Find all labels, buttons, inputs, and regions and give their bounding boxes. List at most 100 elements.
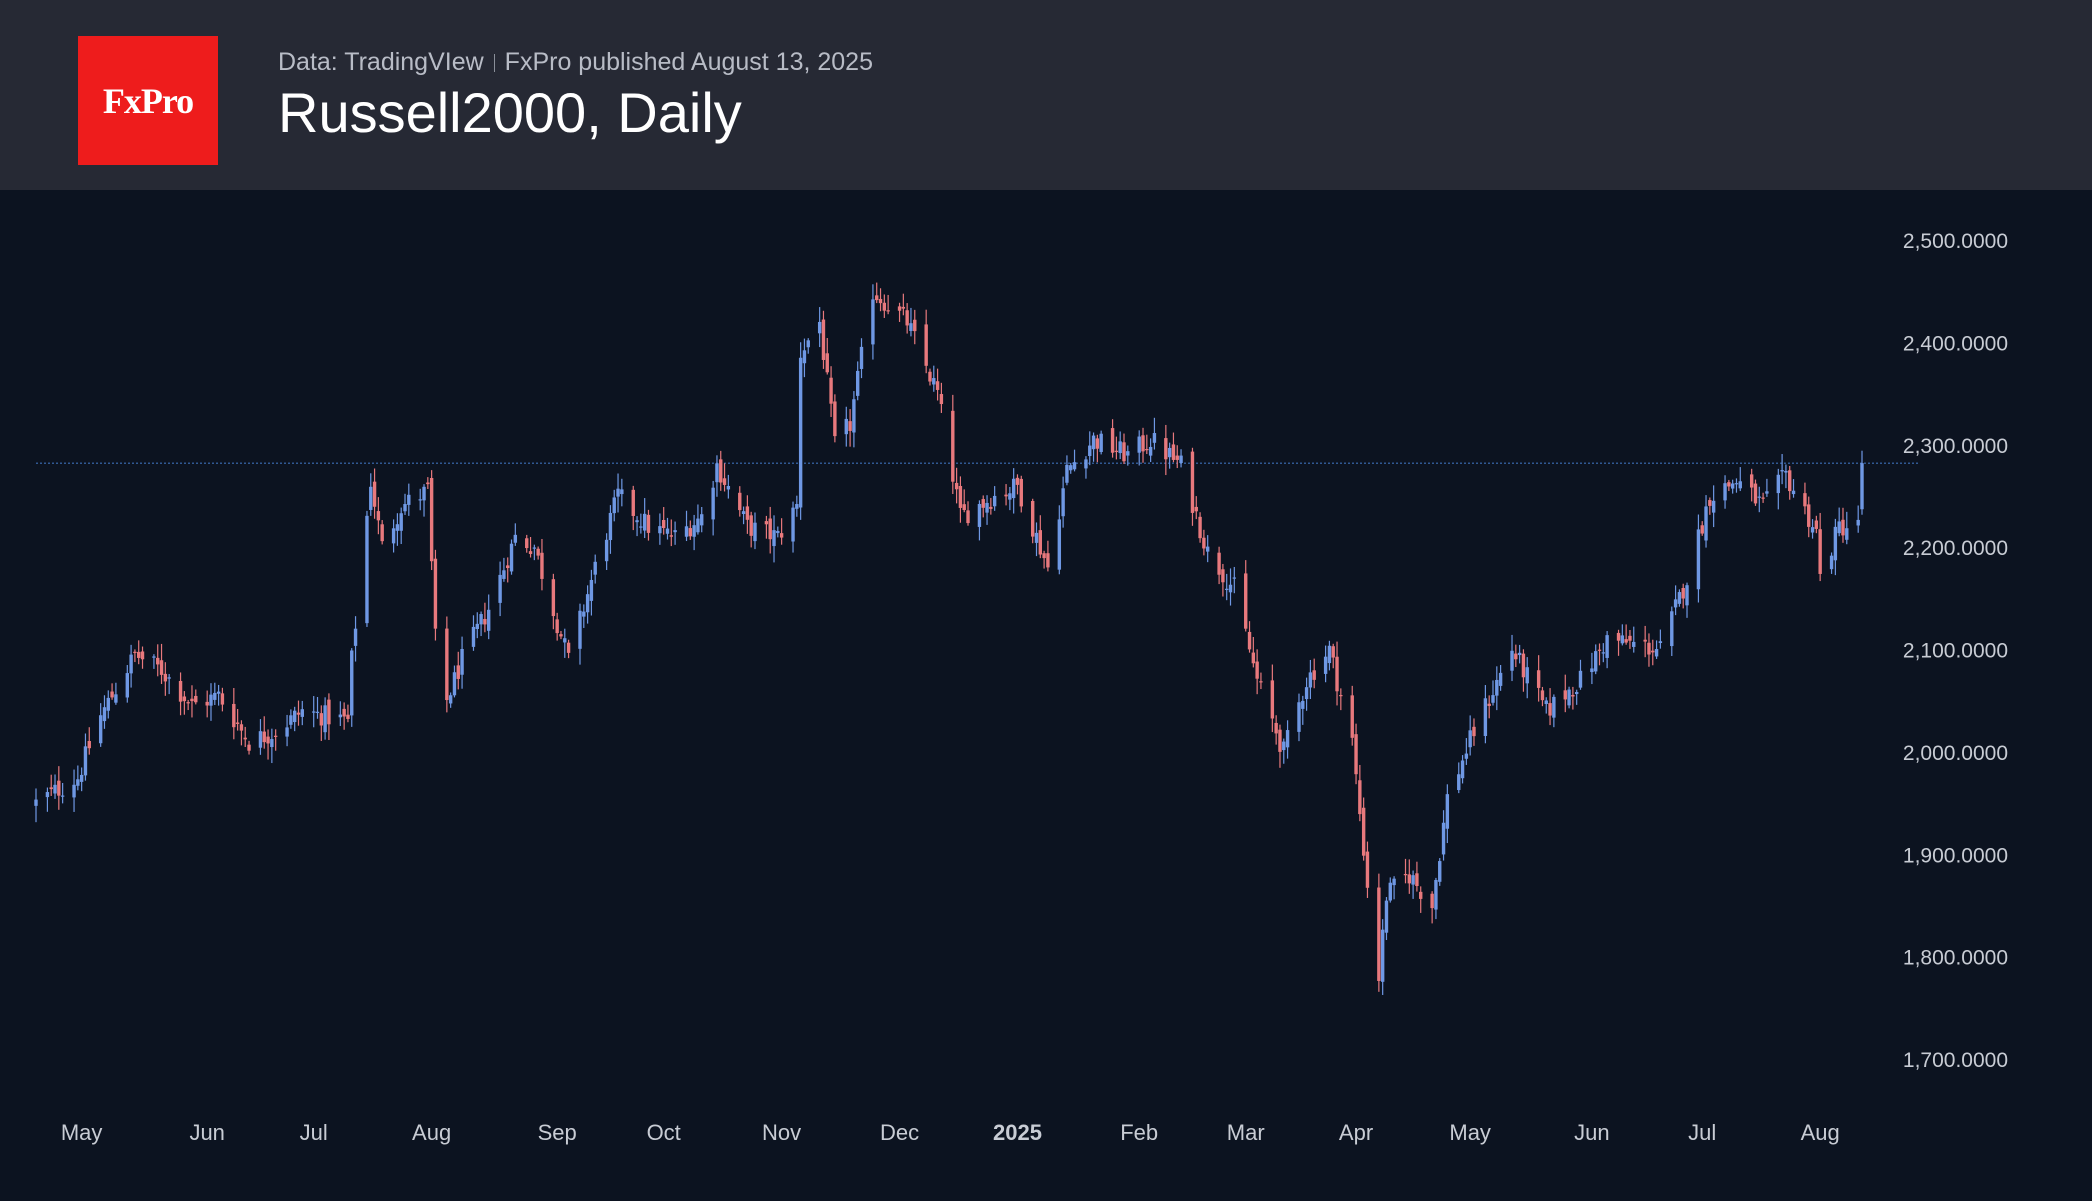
candle-up — [1544, 700, 1548, 704]
candle-up — [1495, 679, 1499, 696]
candle-down — [1042, 553, 1046, 559]
candle-up — [1167, 447, 1172, 458]
candle-up — [1297, 702, 1301, 732]
candle-down — [1841, 519, 1845, 536]
candle-up — [1011, 478, 1016, 499]
candle-up — [1776, 474, 1781, 494]
candle-up — [753, 522, 757, 542]
candle-up — [1148, 446, 1153, 456]
candle-down — [566, 642, 571, 653]
candle-up — [711, 487, 715, 520]
candle-down — [1019, 478, 1023, 507]
candle-up — [1308, 672, 1313, 688]
candle-down — [1255, 661, 1259, 679]
candle-down — [1788, 470, 1792, 492]
chart-area[interactable]: 2,500.0000 2,400.0000 2,300.0000 2,200.0000… — [0, 190, 2092, 1196]
candle-down — [1145, 449, 1149, 451]
candle-down — [159, 660, 164, 675]
candle-up — [1654, 649, 1659, 657]
candle-up — [1810, 527, 1815, 533]
candle-up — [498, 574, 502, 603]
candle-up — [1152, 433, 1157, 443]
x-tick-label: Aug — [412, 1120, 451, 1145]
candle-up — [1460, 760, 1465, 779]
candle-down — [239, 724, 244, 731]
candle-up — [1784, 470, 1788, 473]
candle-up — [1845, 528, 1849, 540]
candle-down — [1350, 695, 1354, 738]
candle-down — [182, 696, 187, 702]
candle-down — [1339, 695, 1343, 697]
candle-up — [475, 623, 479, 629]
candle-down — [1175, 455, 1179, 460]
candle-up — [1673, 599, 1678, 608]
candle-down — [1563, 690, 1567, 700]
candle-up — [460, 648, 464, 675]
y-tick-label: 1,700.0000 — [1903, 1049, 2008, 1072]
candle-up — [992, 495, 997, 507]
candle-down — [661, 519, 666, 529]
candlestick-chart[interactable]: 2,500.0000 2,400.0000 2,300.0000 2,200.0000… — [0, 190, 2092, 1196]
candle-down — [1190, 451, 1195, 513]
candle-down — [1312, 670, 1316, 680]
candle-up — [593, 561, 597, 575]
candle-down — [110, 691, 114, 698]
candle-up — [1517, 652, 1522, 656]
x-tick-label: Jun — [1574, 1120, 1609, 1145]
candle-down — [1365, 851, 1370, 888]
candle-down — [140, 651, 145, 660]
candle-down — [1548, 703, 1552, 716]
candle-down — [1114, 450, 1119, 452]
candle-up — [658, 526, 662, 534]
candle-up — [407, 494, 411, 505]
candle-up — [34, 799, 38, 806]
candle-down — [1274, 722, 1278, 734]
candle-up — [395, 524, 400, 531]
candle-down — [483, 618, 487, 625]
y-tick-label: 2,300.0000 — [1903, 435, 2008, 458]
candle-down — [220, 693, 225, 705]
candle-down — [456, 665, 460, 679]
candle-up — [53, 784, 57, 794]
candle-down — [296, 712, 301, 715]
candle-down — [719, 459, 723, 483]
candle-down — [1472, 726, 1476, 737]
candle-up — [1757, 496, 1761, 498]
candle-down — [1708, 500, 1712, 506]
candle-up — [350, 650, 354, 716]
candle-down — [1038, 530, 1042, 555]
header-meta: Data: TradingVIew FxPro published August … — [278, 48, 873, 77]
candle-up — [1594, 651, 1598, 672]
candle-up — [1099, 433, 1103, 452]
candle-up — [1225, 588, 1229, 590]
logo-text: FxPro — [102, 80, 194, 121]
x-tick-label: Jul — [1688, 1120, 1716, 1145]
candle-up — [213, 692, 217, 700]
candle-down — [989, 506, 993, 509]
candle-up — [684, 526, 689, 537]
candle-up — [844, 418, 848, 435]
candle-down — [551, 579, 556, 617]
candle-down — [1407, 874, 1412, 884]
candle-down — [1681, 587, 1685, 599]
candle-up — [871, 299, 875, 345]
candle-down — [905, 310, 909, 326]
candle-down — [939, 394, 944, 405]
candle-down — [688, 528, 693, 537]
candle-up — [589, 579, 594, 601]
candle-up — [1498, 672, 1503, 686]
candle-up — [1658, 641, 1663, 644]
candle-up — [1301, 700, 1305, 709]
candle-up — [977, 504, 982, 527]
candle-down — [1761, 497, 1765, 499]
candle-up — [422, 486, 426, 501]
candle-up — [1829, 555, 1834, 570]
candle-down — [327, 699, 331, 725]
candle-down — [981, 499, 985, 508]
candle-down — [1818, 529, 1822, 574]
candle-up — [798, 357, 803, 508]
candle-up — [1069, 465, 1073, 471]
candle-up — [642, 513, 647, 531]
candle-up — [1670, 611, 1674, 647]
meta-divider — [493, 54, 495, 73]
